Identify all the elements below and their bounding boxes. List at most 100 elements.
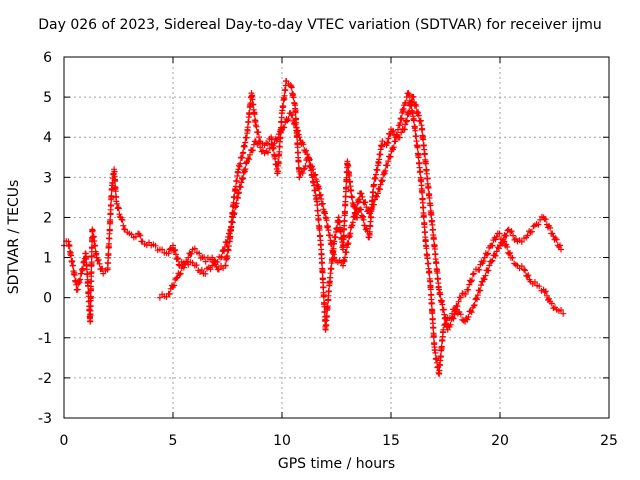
data-point	[546, 295, 552, 302]
data-point	[170, 242, 176, 249]
data-point	[365, 207, 372, 214]
data-point	[477, 287, 484, 294]
data-point	[77, 276, 84, 283]
data-point	[116, 211, 123, 218]
data-point	[439, 301, 446, 308]
data-point	[360, 216, 367, 223]
data-point	[411, 117, 417, 124]
data-point	[406, 108, 413, 115]
data-point	[341, 218, 348, 224]
data-point	[247, 151, 253, 158]
data-point	[96, 260, 103, 267]
data-point	[359, 193, 366, 200]
data-point	[503, 232, 510, 239]
data-point	[368, 214, 375, 220]
data-point	[371, 181, 377, 188]
data-point	[228, 224, 235, 231]
data-point	[172, 246, 179, 253]
data-point	[272, 155, 279, 162]
data-point	[171, 282, 178, 289]
data-point	[376, 186, 383, 193]
data-point	[92, 242, 99, 249]
data-point	[105, 250, 112, 257]
data-point	[536, 283, 543, 290]
plot-frame	[63, 56, 610, 419]
data-point	[518, 238, 525, 245]
data-point	[347, 230, 354, 237]
data-point	[253, 123, 260, 130]
data-point	[396, 134, 403, 141]
data-point	[112, 178, 119, 185]
data-point	[370, 189, 377, 196]
data-point	[356, 196, 363, 203]
data-point	[88, 283, 94, 290]
data-point	[87, 303, 94, 310]
data-point	[557, 242, 563, 249]
y-tick-label: 3	[43, 170, 52, 186]
data-point	[425, 185, 432, 191]
data-point	[476, 266, 483, 273]
data-point	[175, 255, 182, 262]
data-point	[412, 127, 419, 134]
data-point	[245, 119, 252, 126]
data-point	[277, 129, 284, 136]
data-point	[242, 166, 249, 173]
data-point	[368, 206, 375, 213]
data-point	[163, 293, 170, 300]
data-point	[180, 264, 187, 271]
data-point	[107, 216, 114, 223]
data-point	[79, 265, 86, 272]
data-point	[244, 124, 251, 131]
data-point	[354, 205, 360, 212]
data-point	[316, 185, 323, 192]
data-point	[426, 269, 433, 276]
data-point	[111, 168, 118, 175]
data-point	[233, 178, 240, 185]
axis-ticks: 0 5 10 15 20 25 -3 -2 -1 0 1 2 3 4 5 6	[38, 50, 618, 449]
data-point	[415, 154, 422, 161]
data-point	[159, 246, 166, 253]
data-point	[185, 254, 192, 261]
data-point	[300, 141, 307, 148]
data-point	[221, 244, 228, 250]
data-point	[457, 294, 464, 301]
data-point	[427, 202, 434, 209]
data-point	[346, 172, 353, 179]
y-axis-label: SDTVAR / TECUs	[6, 179, 22, 295]
data-point	[340, 232, 347, 239]
data-point	[349, 194, 356, 201]
data-point	[156, 294, 163, 301]
data-point	[257, 144, 264, 151]
data-point	[489, 242, 496, 249]
data-point	[83, 256, 90, 262]
data-point	[442, 315, 449, 322]
y-tick-label: -1	[38, 331, 52, 347]
data-point	[420, 136, 427, 143]
data-point	[471, 302, 478, 308]
data-point	[233, 200, 240, 207]
data-point	[309, 163, 316, 170]
y-tick-label: -3	[38, 411, 52, 427]
data-point	[239, 154, 246, 161]
data-point	[345, 163, 352, 169]
data-point	[430, 226, 436, 233]
data-point	[171, 247, 178, 254]
data-point	[295, 158, 302, 165]
data-point	[558, 307, 564, 313]
data-point	[504, 244, 511, 250]
data-point	[371, 201, 377, 208]
data-point	[251, 111, 258, 118]
data-point	[240, 149, 247, 156]
data-point	[198, 267, 205, 273]
data-point	[481, 276, 488, 283]
data-point	[166, 291, 173, 297]
data-point	[295, 149, 302, 156]
data-point	[303, 147, 310, 154]
data-point	[522, 267, 529, 274]
data-point	[363, 204, 370, 211]
data-point	[420, 214, 427, 221]
data-point	[422, 160, 429, 167]
data-point	[87, 318, 94, 324]
data-point	[374, 190, 381, 197]
data-point	[325, 227, 332, 234]
